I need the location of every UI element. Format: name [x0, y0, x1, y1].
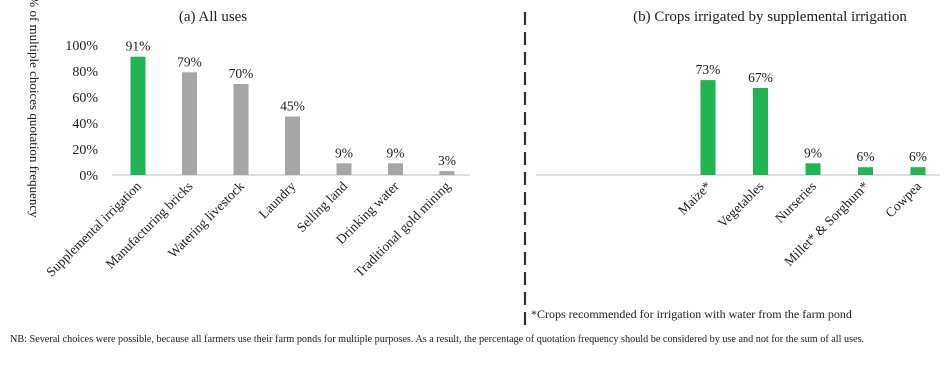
y-tick-label: 80%: [72, 65, 98, 80]
data-label: 67%: [748, 70, 773, 85]
y-tick-label: 20%: [72, 143, 98, 158]
category-label: Maize*: [675, 178, 714, 217]
y-tick-label: 0%: [79, 169, 98, 184]
bar: [805, 163, 821, 175]
bar: [130, 56, 146, 176]
y-tick-label: 60%: [72, 91, 98, 106]
data-label: 9%: [387, 145, 405, 160]
bar: [439, 171, 455, 175]
bar: [285, 116, 300, 175]
bar: [753, 87, 768, 175]
data-label: 9%: [335, 145, 353, 160]
data-label: 9%: [804, 145, 822, 160]
data-label: 73%: [696, 62, 721, 77]
bar: [700, 80, 716, 175]
category-label: Supplemental irrigation: [43, 178, 144, 279]
chart-b-plot: 73%Maize*67%Vegetables9%Nurseries6%Mille…: [536, 62, 940, 269]
chart-canvas: (a) All uses (b) Crops irrigated by supp…: [27, 0, 940, 328]
bar: [858, 167, 873, 175]
category-label: Vegetables: [715, 179, 767, 231]
data-label: 70%: [229, 66, 254, 81]
y-axis-label: % of multiple choices quotation frequenc…: [27, 0, 42, 218]
bar: [233, 84, 249, 175]
bar: [336, 163, 352, 175]
data-label: 79%: [177, 54, 202, 69]
chart-b-title: (b) Crops irrigated by supplemental irri…: [633, 9, 907, 25]
nb-note: NB: Several choices were possible, becau…: [10, 334, 865, 345]
category-label: Cowpea: [882, 179, 924, 221]
data-label: 45%: [280, 99, 305, 114]
data-label: 3%: [438, 153, 456, 168]
y-tick-label: 100%: [65, 39, 98, 54]
bar: [910, 167, 926, 175]
chart-b-footnote: *Crops recommended for irrigation with w…: [531, 307, 852, 321]
category-label: Manufacturing bricks: [103, 179, 196, 272]
data-label: 91%: [126, 39, 151, 54]
chart-a-title: (a) All uses: [179, 9, 247, 25]
data-label: 6%: [909, 149, 927, 164]
data-label: 6%: [857, 149, 875, 164]
category-label: Laundry: [256, 178, 299, 221]
y-tick-label: 40%: [72, 117, 98, 132]
category-label: Traditional gold mining: [352, 178, 454, 280]
category-label: Nurseries: [772, 179, 819, 226]
bar: [182, 72, 197, 175]
chart-a-plot: 0% 20% 40% 60% 80% 100% 91% Supplemental irriga…: [43, 39, 470, 280]
bar: [388, 163, 403, 175]
